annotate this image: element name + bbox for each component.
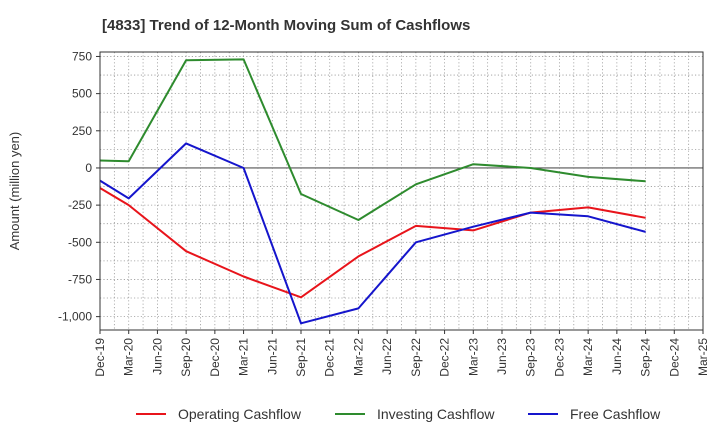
x-tick-label: Sep-21 <box>294 338 308 377</box>
y-tick-label: 0 <box>85 161 92 175</box>
x-tick-label: Mar-25 <box>696 338 710 376</box>
x-tick-label: Mar-20 <box>122 338 136 376</box>
x-tick-label: Mar-24 <box>581 338 595 376</box>
y-tick-label: -500 <box>68 235 92 249</box>
operating-cashflow-line <box>99 187 646 299</box>
x-tick-label: Mar-21 <box>237 338 251 376</box>
y-tick-label: 500 <box>72 87 92 101</box>
x-tick-label: Jun-20 <box>150 338 164 375</box>
free-cashflow-line <box>99 142 646 325</box>
investing-cashflow-legend-label: Investing Cashflow <box>377 406 495 422</box>
x-tick-label: Dec-21 <box>323 338 337 377</box>
legend: Operating Cashflow Investing Cashflow Free… <box>136 406 661 422</box>
x-tick-label: Dec-23 <box>552 338 566 377</box>
y-axis-ticks: 750 500 250 0 -250 -500 -750 -1,000 <box>58 49 100 324</box>
y-tick-label: -250 <box>68 198 92 212</box>
x-tick-label: Sep-23 <box>524 338 538 377</box>
chart-title: [4833] Trend of 12-Month Moving Sum of C… <box>102 17 470 34</box>
grid <box>99 52 704 330</box>
y-tick-label: 250 <box>72 124 92 138</box>
x-tick-label: Sep-24 <box>639 338 653 377</box>
x-tick-label: Mar-22 <box>351 338 365 376</box>
y-axis-label: Amount (million yen) <box>7 132 22 251</box>
x-tick-label: Mar-23 <box>466 338 480 376</box>
x-tick-label: Dec-20 <box>208 338 222 377</box>
investing-cashflow-line <box>99 58 646 221</box>
x-tick-label: Jun-21 <box>265 338 279 375</box>
operating-cashflow-legend-label: Operating Cashflow <box>178 406 302 422</box>
x-tick-label: Dec-19 <box>93 338 107 377</box>
series-lines <box>99 58 646 325</box>
x-tick-label: Sep-20 <box>179 338 193 377</box>
x-tick-label: Jun-23 <box>495 338 509 375</box>
y-tick-label: -1,000 <box>58 310 92 324</box>
free-cashflow-legend-label: Free Cashflow <box>570 406 661 422</box>
x-tick-label: Jun-24 <box>610 338 624 375</box>
x-tick-label: Dec-24 <box>667 338 681 377</box>
x-tick-label: Dec-22 <box>438 338 452 377</box>
y-tick-label: 750 <box>72 49 92 63</box>
x-tick-label: Jun-22 <box>380 338 394 375</box>
y-tick-label: -750 <box>68 272 92 286</box>
plot-frame <box>99 51 704 331</box>
x-tick-label: Sep-22 <box>409 338 423 377</box>
x-axis-ticks: Dec-19 Mar-20 Jun-20 Sep-20 Dec-20 Mar-21 Jun-… <box>93 330 710 377</box>
